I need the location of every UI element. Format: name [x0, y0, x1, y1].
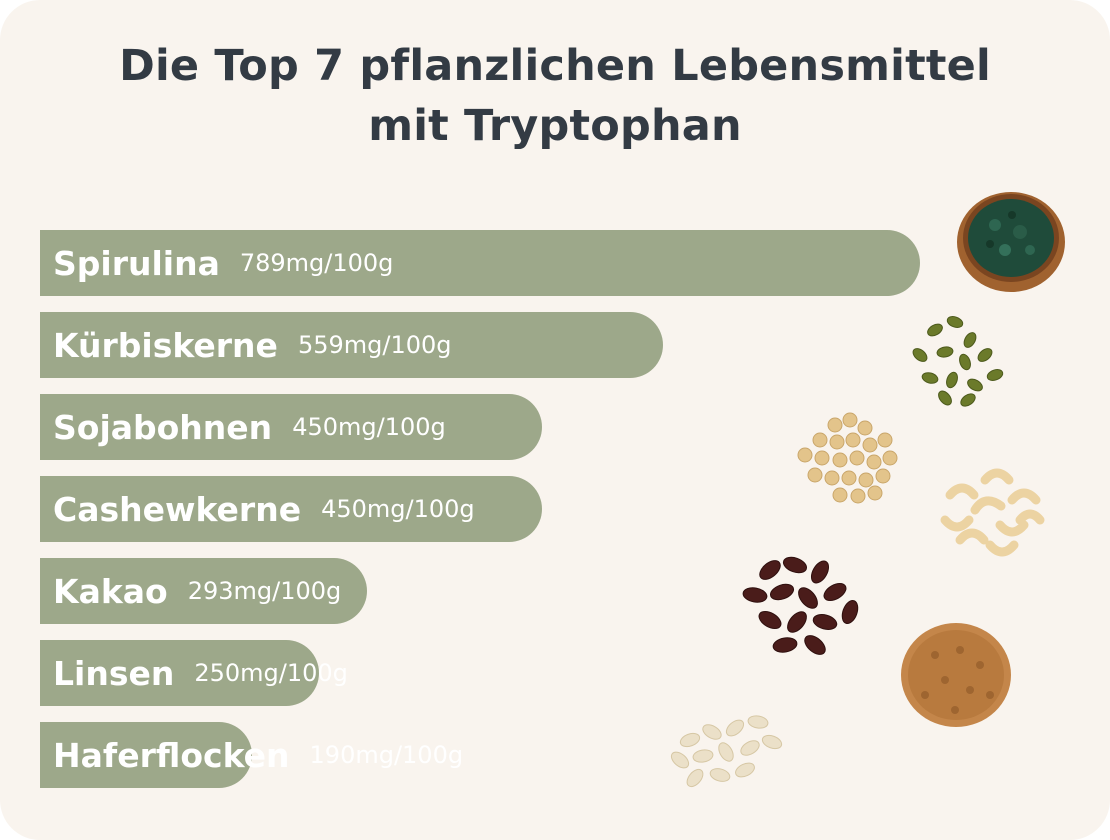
bar-value-label: 293mg/100g — [187, 577, 342, 605]
bar-category-label: Sojabohnen — [53, 407, 273, 447]
bar-value-label: 789mg/100g — [239, 249, 394, 277]
cashews-icon — [940, 468, 1045, 557]
pumpkin-seeds-icon — [912, 316, 1004, 407]
oat-flakes-icon — [670, 715, 783, 788]
bar: Cashewkerne 450mg/100g — [40, 476, 542, 542]
bar-category-label: Cashewkerne — [53, 489, 302, 529]
bar: Kürbiskerne 559mg/100g — [40, 312, 663, 378]
chart-title: Die Top 7 pflanzlichen Lebensmittel mit … — [0, 36, 1110, 156]
bar-category-label: Kakao — [53, 571, 168, 611]
bar: Linsen 250mg/100g — [40, 640, 348, 706]
bar-value-label: 250mg/100g — [194, 659, 348, 687]
bar: Haferflocken 190mg/100g — [40, 722, 463, 788]
bar: Spirulina 789mg/100g — [40, 230, 920, 296]
bar-category-label: Spirulina — [53, 243, 220, 283]
bar: Sojabohnen 450mg/100g — [40, 394, 542, 460]
chart-title-line-2: mit Tryptophan — [368, 101, 742, 151]
bar-value-label: 190mg/100g — [309, 741, 464, 769]
bar-value-label: 450mg/100g — [292, 413, 446, 441]
lentils-icon — [901, 623, 1011, 727]
bar-value-label: 450mg/100g — [321, 495, 475, 523]
soybeans-icon — [797, 412, 898, 504]
bar-value-label: 559mg/100g — [297, 331, 452, 359]
bar-category-label: Linsen — [53, 653, 175, 693]
bar-category-label: Kürbiskerne — [53, 325, 278, 365]
cacao-beans-icon — [742, 556, 859, 655]
bar: Kakao 293mg/100g — [40, 558, 367, 624]
spirulina-bowl-icon — [957, 192, 1065, 292]
chart-title-line-1: Die Top 7 pflanzlichen Lebensmittel — [119, 41, 991, 91]
bar-category-label: Haferflocken — [53, 735, 290, 775]
